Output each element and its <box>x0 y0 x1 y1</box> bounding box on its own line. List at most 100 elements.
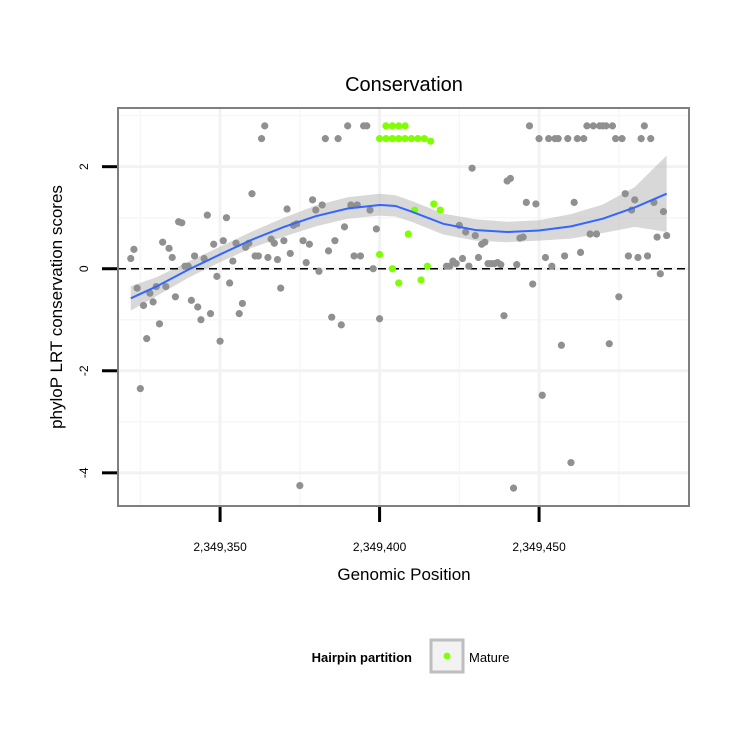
chart-title: Conservation <box>345 74 463 96</box>
legend-title: Hairpin partition <box>312 650 412 665</box>
data-point <box>318 201 326 209</box>
data-point <box>640 122 648 130</box>
data-point <box>452 260 460 268</box>
data-point <box>529 280 537 288</box>
data-point <box>331 237 339 245</box>
data-point <box>264 253 272 262</box>
data-point <box>296 481 304 490</box>
data-point <box>369 265 377 273</box>
data-point <box>519 233 527 241</box>
data-point-mature <box>388 265 396 273</box>
data-point <box>618 135 626 143</box>
data-point-mature <box>407 135 416 143</box>
data-point <box>643 252 652 260</box>
data-point <box>257 135 266 143</box>
y-axis-ticks: -4 -2 0 2 <box>77 163 117 478</box>
data-point-mature <box>388 122 396 130</box>
y-tick-label: 0 <box>77 265 91 272</box>
data-point-mature <box>436 206 444 214</box>
y-tick-label: -2 <box>77 365 91 376</box>
data-point-mature <box>395 122 403 130</box>
data-point <box>659 207 668 216</box>
data-point <box>334 135 342 143</box>
data-point <box>615 293 623 301</box>
data-point <box>273 255 282 264</box>
panel-border <box>117 107 690 507</box>
x-tick-label: 2,349,400 <box>353 540 407 554</box>
data-point <box>229 257 237 265</box>
data-point <box>283 205 291 213</box>
data-point <box>506 174 514 183</box>
data-point-mature <box>420 135 428 143</box>
data-point <box>270 239 278 247</box>
data-point <box>602 122 610 130</box>
data-point-mature <box>375 250 384 259</box>
data-point <box>254 252 262 260</box>
data-point <box>232 239 240 247</box>
data-point <box>344 122 352 130</box>
x-axis-ticks: 2,349,350 2,349,400 2,349,450 <box>193 507 566 554</box>
data-point <box>162 282 170 291</box>
x-axis-title: Genomic Position <box>337 565 470 584</box>
data-point <box>545 135 553 143</box>
data-point <box>356 252 365 260</box>
data-point <box>139 301 148 310</box>
data-point <box>312 206 320 214</box>
data-point <box>535 135 543 143</box>
y-axis-title: phyloP LRT conservation scores <box>47 185 66 429</box>
data-point <box>143 335 151 343</box>
data-point <box>465 262 473 270</box>
smooth-line-group <box>130 192 668 300</box>
data-point <box>375 315 384 323</box>
data-point <box>468 164 476 172</box>
x-tick-label: 2,349,450 <box>512 540 566 554</box>
data-point <box>372 225 380 233</box>
data-point <box>554 135 562 143</box>
data-point-mature <box>404 230 412 238</box>
data-point <box>155 320 164 328</box>
data-point <box>127 254 135 263</box>
data-point <box>462 228 470 236</box>
data-point <box>321 135 329 143</box>
data-point <box>580 135 588 143</box>
data-point <box>538 391 546 399</box>
data-point <box>583 122 591 130</box>
data-point <box>213 272 221 280</box>
data-point <box>481 238 489 246</box>
data-point <box>197 316 205 324</box>
data-point-mature <box>395 279 403 287</box>
data-point <box>647 135 655 143</box>
data-point <box>210 240 218 248</box>
data-point <box>171 293 180 301</box>
data-point <box>238 299 247 308</box>
data-point-mature <box>375 135 384 143</box>
data-point <box>653 233 661 241</box>
data-point <box>564 135 572 143</box>
data-point <box>586 230 594 238</box>
data-point <box>557 341 566 349</box>
data-point-mature <box>382 122 390 130</box>
data-point <box>589 122 597 130</box>
data-point <box>248 190 256 198</box>
data-point <box>612 135 620 143</box>
data-point <box>522 198 530 206</box>
x-tick-label: 2,349,350 <box>193 540 247 554</box>
data-point <box>513 261 521 269</box>
data-point <box>500 312 508 320</box>
data-point <box>328 313 336 321</box>
data-point <box>222 214 231 222</box>
data-point-mature <box>382 135 390 143</box>
data-point <box>532 200 540 208</box>
data-point-mature <box>401 122 409 130</box>
data-point <box>576 248 585 257</box>
data-point <box>133 284 141 292</box>
data-point-mature <box>395 135 403 143</box>
data-point <box>203 211 211 219</box>
data-point-mature <box>423 262 432 270</box>
data-point <box>305 240 313 248</box>
y-tick-label: -4 <box>77 467 91 478</box>
data-point <box>573 135 581 143</box>
data-point <box>277 284 285 292</box>
data-point <box>340 223 349 231</box>
